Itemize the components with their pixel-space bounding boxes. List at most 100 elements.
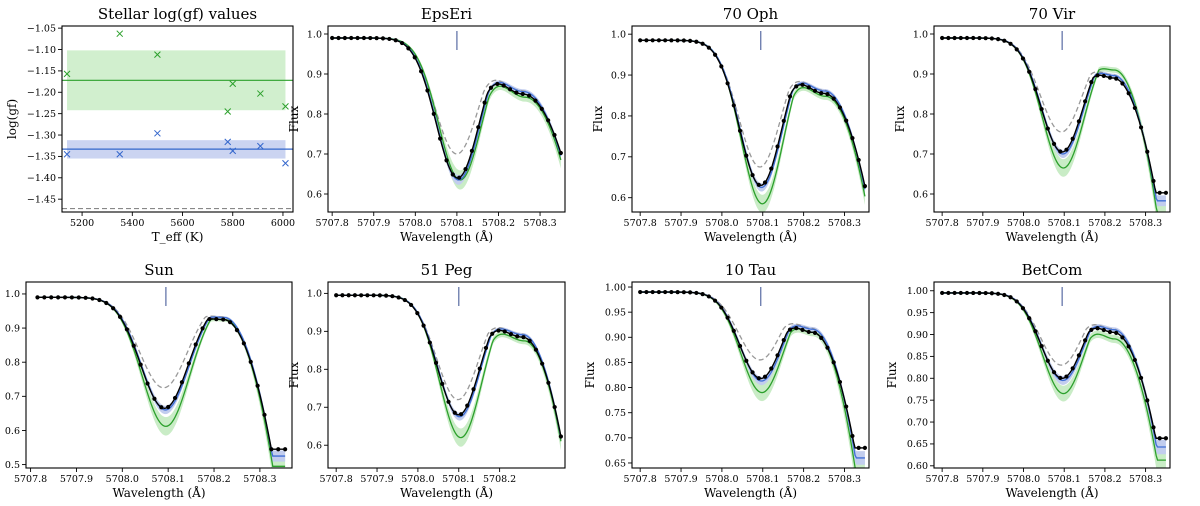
observed-point xyxy=(681,38,686,43)
green-point xyxy=(229,80,237,88)
observed-point xyxy=(946,35,951,41)
observed-point xyxy=(983,36,988,41)
observed-point xyxy=(983,290,988,296)
observed-point xyxy=(1039,106,1044,112)
panel-title: EpsEri xyxy=(421,5,472,23)
x-tick-label: 5708.2 xyxy=(482,218,515,229)
observed-point xyxy=(514,90,519,95)
y-tick-label: 0.65 xyxy=(907,439,928,450)
y-tick-label: 0.95 xyxy=(605,307,626,318)
observed-point xyxy=(1076,119,1082,124)
observed-point xyxy=(1014,47,1019,52)
observed-point xyxy=(644,38,649,43)
x-axis-label: Wavelength (Å) xyxy=(1005,229,1098,244)
observed-point xyxy=(248,359,253,364)
y-tick-label: 0.85 xyxy=(605,358,626,369)
observed-point xyxy=(200,326,205,331)
observed-point xyxy=(193,342,198,347)
observed-point xyxy=(384,293,389,298)
y-tick-label: 0.7 xyxy=(5,392,20,403)
y-tick-label: 0.8 xyxy=(5,358,20,369)
observed-point xyxy=(1064,147,1069,152)
panel-title: Sun xyxy=(144,261,174,279)
y-tick-label: 1.00 xyxy=(605,282,626,293)
observed-point xyxy=(482,100,487,105)
observed-point xyxy=(355,35,360,41)
observed-point xyxy=(425,88,430,93)
observed-point xyxy=(501,83,506,88)
observed-point xyxy=(819,91,824,96)
y-tick-label: 0.7 xyxy=(913,149,928,160)
panel-title: 10 Tau xyxy=(725,261,777,279)
observed-point xyxy=(1089,327,1094,332)
y-axis-label: Flux xyxy=(885,361,899,388)
x-tick-label: 5708.1 xyxy=(746,218,779,229)
observed-point xyxy=(104,300,109,306)
plot-area xyxy=(638,287,868,468)
observed-point xyxy=(964,35,970,41)
observed-point xyxy=(483,345,489,350)
observed-point xyxy=(508,332,514,337)
observed-point xyxy=(837,105,843,110)
observed-point xyxy=(477,366,482,371)
y-tick-label: 0.85 xyxy=(907,352,928,363)
observed-point xyxy=(421,323,426,328)
observed-point xyxy=(650,289,655,295)
observed-point xyxy=(1020,306,1026,311)
y-tick-label: −1.20 xyxy=(27,88,56,99)
observed-point xyxy=(706,45,711,50)
observed-point xyxy=(952,35,957,41)
observed-point xyxy=(371,293,376,298)
observed-point xyxy=(365,293,370,298)
observed-point xyxy=(138,362,143,367)
x-tick-label: 5708.1 xyxy=(152,474,185,485)
observed-point xyxy=(940,35,945,41)
observed-point xyxy=(1045,126,1050,131)
y-tick-label: 0.90 xyxy=(907,330,928,341)
observed-point xyxy=(656,289,662,295)
observed-point xyxy=(812,330,818,336)
blue-point xyxy=(257,142,264,150)
observed-point xyxy=(415,311,420,316)
observed-point xyxy=(1157,436,1162,441)
panel-title: 51 Peg xyxy=(421,261,473,279)
y-tick-label: 1.00 xyxy=(907,286,928,297)
observed-point xyxy=(452,410,457,415)
observed-point xyxy=(399,40,405,46)
observed-point xyxy=(862,445,868,450)
observed-point xyxy=(465,403,470,408)
observed-point xyxy=(1070,136,1075,141)
y-tick-label: 1.0 xyxy=(611,29,626,40)
observed-point xyxy=(712,52,718,57)
observed-point xyxy=(787,94,793,99)
axes-frame xyxy=(631,281,870,469)
x-tick-label: 5708.2 xyxy=(483,474,516,485)
reference-model-line xyxy=(332,37,562,156)
axes-frame xyxy=(327,25,566,213)
observed-point xyxy=(90,296,95,301)
y-tick-label: 0.95 xyxy=(907,308,928,319)
observed-point xyxy=(515,334,520,339)
observed-point xyxy=(1058,375,1063,381)
observed-point xyxy=(502,329,507,334)
observed-point xyxy=(775,144,780,149)
observed-point xyxy=(1039,344,1044,349)
y-axis-label: Flux xyxy=(287,105,301,132)
observed-point xyxy=(359,293,364,298)
x-tick-label: 5708.1 xyxy=(1048,474,1081,485)
observed-point xyxy=(794,325,799,331)
observed-point xyxy=(552,132,557,138)
observed-point xyxy=(1145,398,1150,403)
y-tick-label: 0.70 xyxy=(907,417,928,428)
observed-point xyxy=(831,360,836,365)
observed-point xyxy=(438,136,443,141)
observed-point xyxy=(977,290,982,296)
observed-point xyxy=(1101,327,1106,333)
blue-model-line xyxy=(942,37,1166,202)
observed-point xyxy=(1163,190,1169,195)
observed-point xyxy=(844,404,849,409)
observed-point xyxy=(340,293,345,298)
observed-point xyxy=(781,337,786,343)
observed-point xyxy=(496,328,501,333)
